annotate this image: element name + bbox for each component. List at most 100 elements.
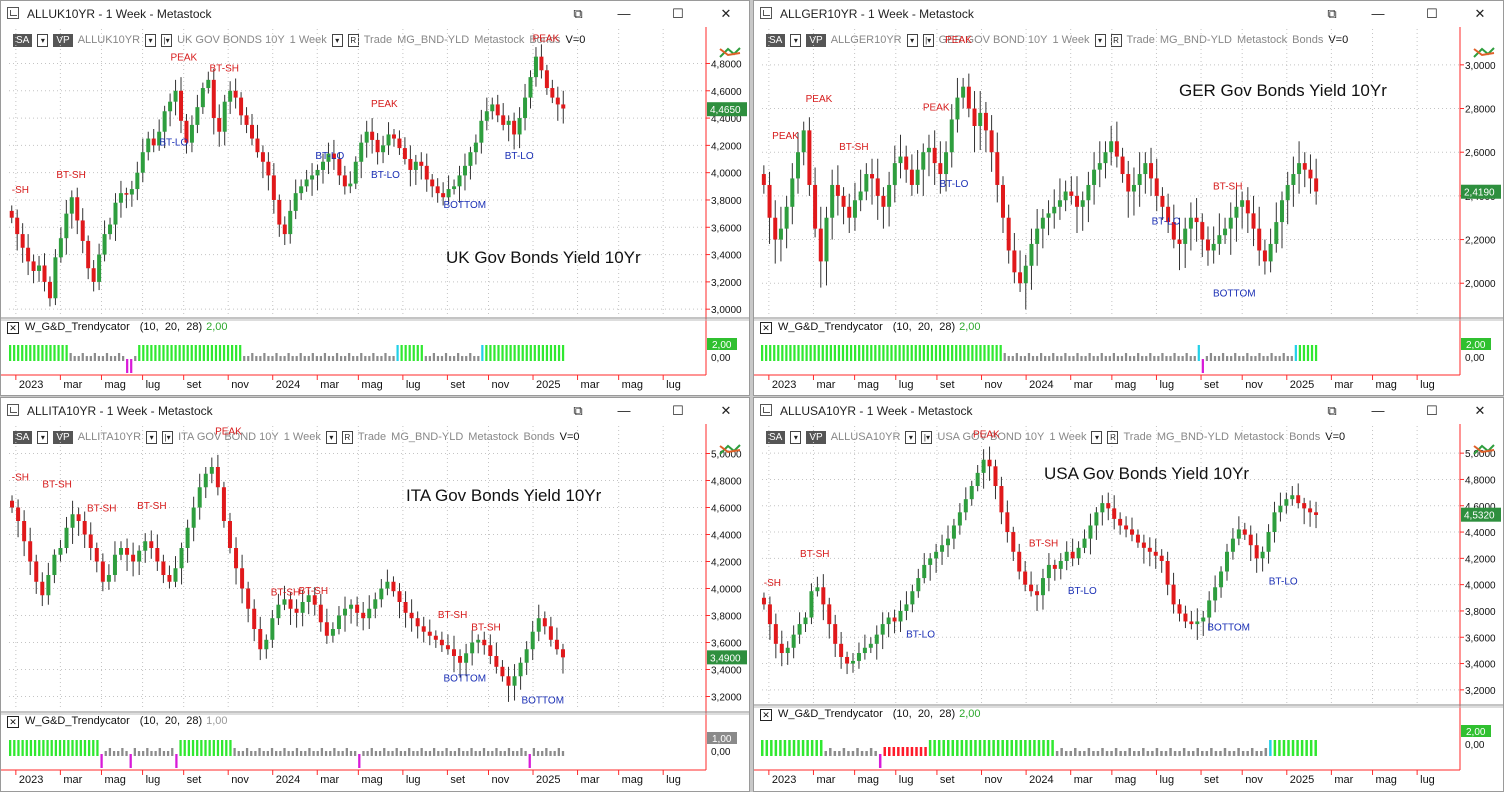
candle <box>1302 152 1307 188</box>
candle <box>473 134 478 165</box>
window-app-icon <box>760 404 772 416</box>
sa-dropdown-icon[interactable]: ▾ <box>790 431 802 444</box>
chart-window-ger[interactable]: ALLGER10YR - 1 Week - Metastock ⧉ — ☐ ✕ SA ▾ VP… <box>753 0 1504 396</box>
minimize-button[interactable]: — <box>617 403 631 418</box>
indicator-close-icon[interactable]: ✕ <box>7 716 19 728</box>
price-chart[interactable]: 3,00002,80002,60002,40002,20002,00002,41… <box>754 27 1503 395</box>
detach-window-button[interactable]: ⧉ <box>1327 403 1337 418</box>
symbol-dropdown-icon[interactable]: ▾ <box>906 34 918 47</box>
trade-arrows-icon[interactable] <box>719 444 741 455</box>
sa-button[interactable]: SA <box>13 34 33 47</box>
title-bar[interactable]: ALLGER10YR - 1 Week - Metastock ⧉ — ☐ ✕ <box>754 1 1503 27</box>
r-button[interactable]: R <box>1110 34 1122 47</box>
security-picker-icon[interactable]: |▾ <box>921 431 933 444</box>
indicator-close-icon[interactable]: ✕ <box>760 709 772 721</box>
candle <box>779 630 784 667</box>
time-axis-label: lug <box>406 379 421 391</box>
maximize-button[interactable]: ☐ <box>672 403 684 418</box>
security-name-label: UK GOV BONDS 10Y <box>177 34 285 46</box>
candle <box>1159 549 1164 573</box>
period-dropdown-icon[interactable]: ▾ <box>325 431 337 444</box>
candle <box>97 243 102 291</box>
candle <box>131 542 136 577</box>
minimize-button[interactable]: — <box>1371 403 1385 418</box>
candle <box>250 113 255 146</box>
candle <box>108 217 113 240</box>
candle <box>490 97 495 120</box>
r-button[interactable]: R <box>341 431 353 444</box>
candle <box>833 614 838 657</box>
trade-arrows-icon[interactable] <box>1473 47 1495 58</box>
sa-dropdown-icon[interactable]: ▾ <box>37 34 49 47</box>
minimize-button[interactable]: — <box>617 6 631 21</box>
price-chart[interactable]: 4,8000 4,6000 4,4000 4,2000 4,0000 3,8000 3,60… <box>1 27 749 395</box>
time-axis-label: lug <box>146 774 161 786</box>
chart-window-ita[interactable]: ALLITA10YR - 1 Week - Metastock ⧉ — ☐ ✕ SA ▾ VP… <box>0 397 750 792</box>
trade-arrows-icon[interactable] <box>1473 444 1495 455</box>
minimize-button[interactable]: — <box>1371 6 1385 21</box>
candle <box>862 634 867 660</box>
detach-window-button[interactable]: ⧉ <box>1327 6 1337 21</box>
trade-arrows-icon[interactable] <box>719 47 741 58</box>
maximize-button[interactable]: ☐ <box>1426 403 1438 418</box>
price-chart[interactable]: 5,0000 4,8000 4,6000 4,4000 4,2000 4,0000 3,80… <box>754 424 1503 791</box>
close-button[interactable]: ✕ <box>720 403 732 418</box>
sa-button[interactable]: SA <box>766 34 786 47</box>
pattern-annotation: BT-SH <box>42 479 71 490</box>
candle <box>1118 512 1123 535</box>
indicator-value: 2,00 <box>712 340 732 351</box>
sa-button[interactable]: SA <box>13 431 33 444</box>
period-dropdown-icon[interactable]: ▾ <box>331 34 343 47</box>
maximize-button[interactable]: ☐ <box>1426 6 1438 21</box>
chart-window-uk[interactable]: ALLUK10YR - 1 Week - Metastock ⧉ — ☐ ✕ SA ▾ VP A… <box>0 0 750 396</box>
period-dropdown-icon[interactable]: ▾ <box>1094 34 1106 47</box>
security-picker-icon[interactable]: |▾ <box>162 431 174 444</box>
volume-label: V=0 <box>1325 431 1346 443</box>
sa-button[interactable]: SA <box>766 431 786 444</box>
r-button[interactable]: R <box>1107 431 1119 444</box>
candle <box>31 254 36 284</box>
price-chart[interactable]: 5,0000 4,8000 4,6000 4,4000 4,2000 4,0000 3,80… <box>1 424 749 791</box>
candle <box>839 631 844 669</box>
candle <box>167 565 172 589</box>
candle <box>1274 202 1279 253</box>
candle <box>1284 492 1289 514</box>
close-button[interactable]: ✕ <box>720 6 732 21</box>
period-dropdown-icon[interactable]: ▾ <box>1091 431 1103 444</box>
close-button[interactable]: ✕ <box>1474 6 1486 21</box>
indicator-close-icon[interactable]: ✕ <box>7 322 19 334</box>
chart-toolbar: SA ▾ VP ALLUSA10YR ▾ |▾ USA GOV BOND 10Y 1 Week… <box>766 431 1350 444</box>
security-picker-icon[interactable]: |▾ <box>922 34 934 47</box>
security-picker-icon[interactable]: |▾ <box>161 34 173 47</box>
candle <box>533 47 538 87</box>
title-bar[interactable]: ALLITA10YR - 1 Week - Metastock ⧉ — ☐ ✕ <box>1 398 749 424</box>
sa-dropdown-icon[interactable]: ▾ <box>790 34 802 47</box>
grid <box>9 29 706 316</box>
vp-button[interactable]: VP <box>53 431 73 444</box>
vp-button[interactable]: VP <box>806 431 826 444</box>
candle <box>915 150 920 194</box>
maximize-button[interactable]: ☐ <box>672 6 684 21</box>
candle <box>928 553 933 581</box>
detach-window-button[interactable]: ⧉ <box>573 6 583 21</box>
candle <box>1106 492 1111 521</box>
chart-window-usa[interactable]: ALLUSA10YR - 1 Week - Metastock ⧉ — ☐ ✕ SA ▾ VP… <box>753 397 1504 792</box>
symbol-dropdown-icon[interactable]: ▾ <box>145 34 157 47</box>
candle <box>252 599 257 642</box>
price-tick-label: 2,0000 <box>1465 279 1496 290</box>
price-tick-label: 4,6000 <box>1465 502 1496 513</box>
title-bar[interactable]: ALLUSA10YR - 1 Week - Metastock ⧉ — ☐ ✕ <box>754 398 1503 424</box>
detach-window-button[interactable]: ⧉ <box>573 403 583 418</box>
candle <box>266 152 271 191</box>
sa-dropdown-icon[interactable]: ▾ <box>37 431 49 444</box>
indicator-close-icon[interactable]: ✕ <box>760 322 772 334</box>
close-button[interactable]: ✕ <box>1474 403 1486 418</box>
vp-button[interactable]: VP <box>806 34 826 47</box>
symbol-dropdown-icon[interactable]: ▾ <box>146 431 158 444</box>
title-bar[interactable]: ALLUK10YR - 1 Week - Metastock ⧉ — ☐ ✕ <box>1 1 749 27</box>
symbol-dropdown-icon[interactable]: ▾ <box>905 431 917 444</box>
r-button[interactable]: R <box>347 34 359 47</box>
pattern-annotation: BT-LO <box>1152 216 1181 227</box>
vp-button[interactable]: VP <box>53 34 73 47</box>
time-axis-label: nov <box>985 379 1003 391</box>
